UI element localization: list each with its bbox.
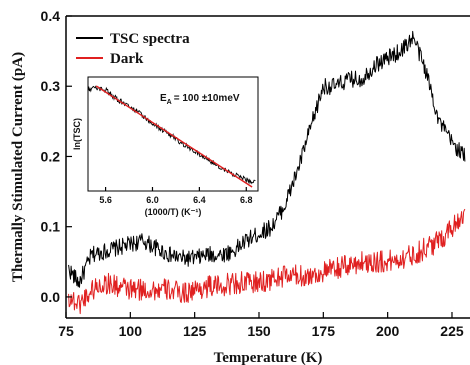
- inset-fit-line: [95, 85, 253, 188]
- inset-x-axis-title: (1000/T) (K⁻¹): [145, 207, 202, 217]
- y-axis-title: Thermally Stimulated Current (pA): [10, 52, 26, 282]
- activation-energy-annotation: EA = 100 ±10meV: [160, 93, 240, 106]
- x-tick-label: 125: [183, 323, 207, 339]
- y-tick-label: 0.2: [41, 148, 61, 164]
- y-tick-label: 0.3: [41, 78, 61, 94]
- legend-label-tsc: TSC spectra: [110, 31, 190, 47]
- x-tick-label: 75: [58, 323, 74, 339]
- inset-x-tick-label: 5.6: [99, 195, 112, 205]
- annotation-subscript: A: [167, 99, 172, 106]
- inset-y-axis-title: ln(TSC): [72, 118, 82, 150]
- legend: TSC spectra Dark: [76, 31, 190, 67]
- annotation-value: = 100 ±10meV: [174, 93, 240, 104]
- x-tick-label: 225: [440, 323, 464, 339]
- inset-chart: 5.6 6.0 6.4 6.8 (1000/T) (K⁻¹) ln(TSC) EA = …: [72, 76, 259, 217]
- x-axis-title: Temperature (K): [214, 350, 323, 365]
- series-line-tsc-spectra: [68, 30, 466, 288]
- y-tick-label: 0.4: [41, 8, 61, 24]
- main-axes: [65, 15, 470, 319]
- y-tick-label: 0.0: [41, 289, 61, 305]
- y-tick-label: 0.1: [41, 219, 61, 235]
- x-tick-label: 100: [119, 323, 143, 339]
- main-ticks-group: 75 100 125 150 175 200 225 0.0 0.1 0.2 0.3 0.4: [41, 8, 464, 339]
- legend-label-dark: Dark: [110, 51, 144, 67]
- x-tick-label: 150: [247, 323, 271, 339]
- inset-x-tick-label: 6.4: [193, 195, 206, 205]
- inset-data-line: [87, 85, 256, 185]
- series-line-dark: [68, 208, 466, 315]
- main-series-group: [68, 30, 466, 315]
- annotation-prefix: E: [160, 93, 167, 104]
- x-tick-label: 200: [376, 323, 400, 339]
- inset-ticks-group: 5.6 6.0 6.4 6.8: [99, 187, 253, 205]
- inset-x-tick-label: 6.8: [240, 195, 253, 205]
- x-tick-label: 175: [312, 323, 336, 339]
- inset-series-group: [87, 85, 256, 188]
- inset-x-tick-label: 6.0: [146, 195, 159, 205]
